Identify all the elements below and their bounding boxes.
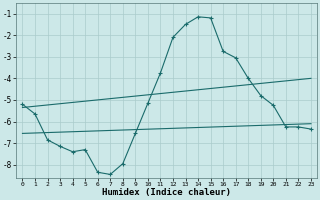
X-axis label: Humidex (Indice chaleur): Humidex (Indice chaleur) bbox=[102, 188, 231, 197]
